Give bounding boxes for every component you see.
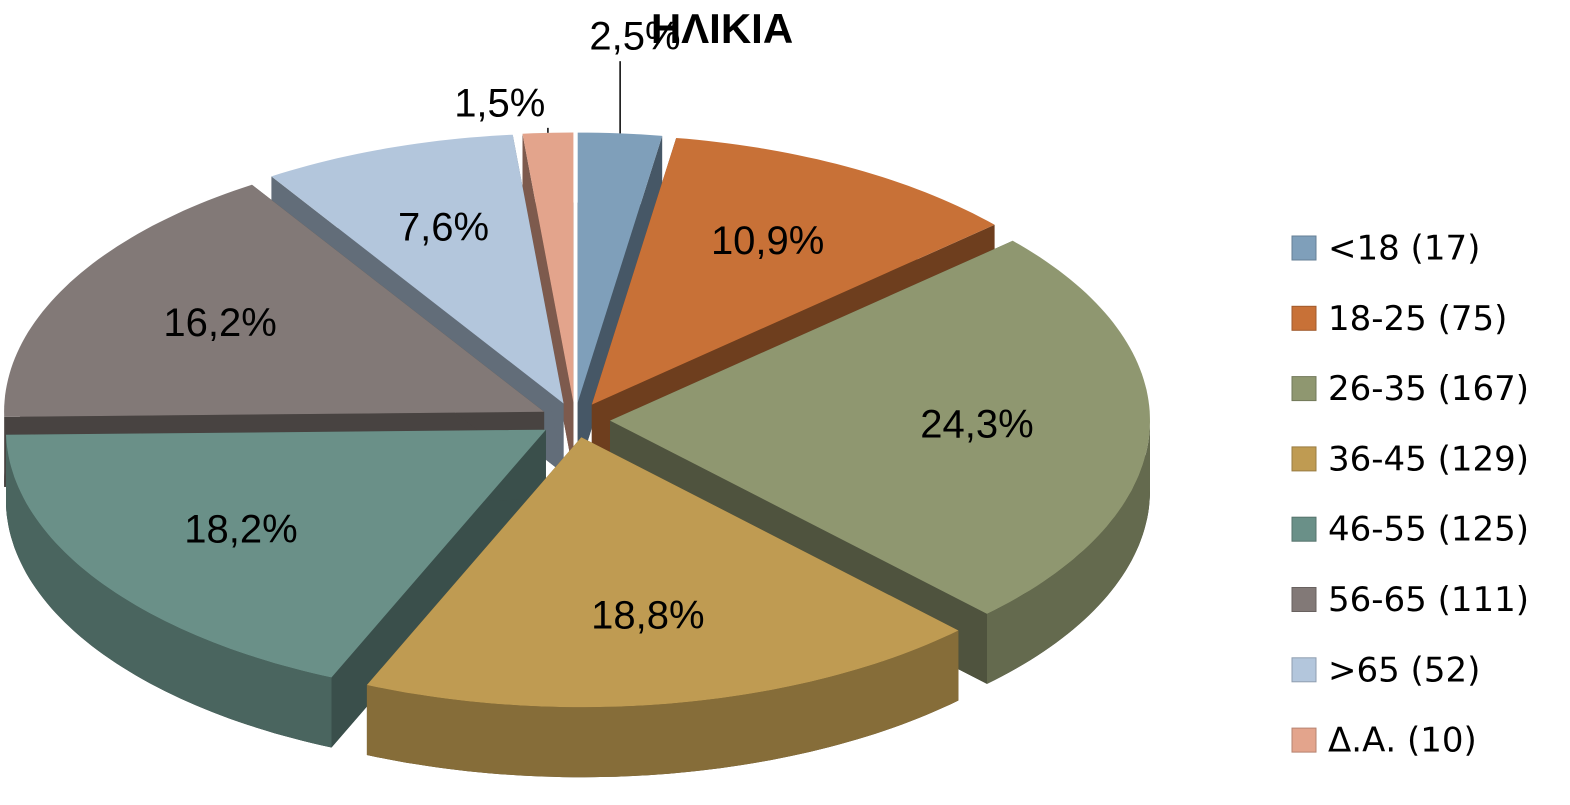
legend-label: Δ.Α. (10) bbox=[1328, 721, 1477, 761]
slice-side bbox=[522, 133, 574, 473]
legend-label: 26-35 (167) bbox=[1328, 369, 1529, 409]
legend-swatch bbox=[1291, 587, 1317, 612]
chart-title: ΗΛΙΚΙΑ bbox=[651, 5, 793, 52]
data-label: 16,2% bbox=[163, 301, 276, 345]
legend-swatch bbox=[1291, 446, 1317, 472]
legend-swatch bbox=[1291, 727, 1317, 753]
legend-label: 56-65 (111) bbox=[1328, 580, 1529, 620]
legend-swatch bbox=[1291, 305, 1317, 331]
data-label: 2,5% bbox=[589, 15, 680, 59]
slice bbox=[366, 437, 959, 708]
legend-label: >65 (52) bbox=[1328, 650, 1480, 690]
legend-label: <18 (17) bbox=[1328, 229, 1480, 269]
legend-label: 36-45 (129) bbox=[1328, 439, 1529, 479]
slice-wall bbox=[987, 420, 1150, 684]
slice bbox=[522, 132, 574, 403]
slice bbox=[4, 184, 545, 417]
slice bbox=[610, 240, 1150, 614]
slice bbox=[6, 429, 546, 678]
legend-swatch bbox=[1291, 235, 1317, 261]
slice-wall bbox=[6, 434, 332, 748]
data-label: 7,6% bbox=[398, 206, 489, 250]
data-label: 1,5% bbox=[454, 81, 545, 125]
legend-label: 18-25 (75) bbox=[1328, 299, 1507, 339]
legend-label: 46-55 (125) bbox=[1328, 510, 1529, 550]
legend-swatch bbox=[1291, 657, 1317, 683]
slice bbox=[591, 138, 995, 405]
data-label: 18,8% bbox=[591, 593, 704, 637]
slice bbox=[271, 134, 564, 404]
slice-wall bbox=[366, 630, 959, 778]
data-label: 10,9% bbox=[711, 219, 824, 263]
slice bbox=[577, 132, 663, 403]
legend-swatch bbox=[1291, 516, 1317, 542]
data-label: 18,2% bbox=[184, 508, 297, 552]
legend-swatch bbox=[1291, 376, 1317, 402]
data-label: 24,3% bbox=[920, 403, 1033, 447]
